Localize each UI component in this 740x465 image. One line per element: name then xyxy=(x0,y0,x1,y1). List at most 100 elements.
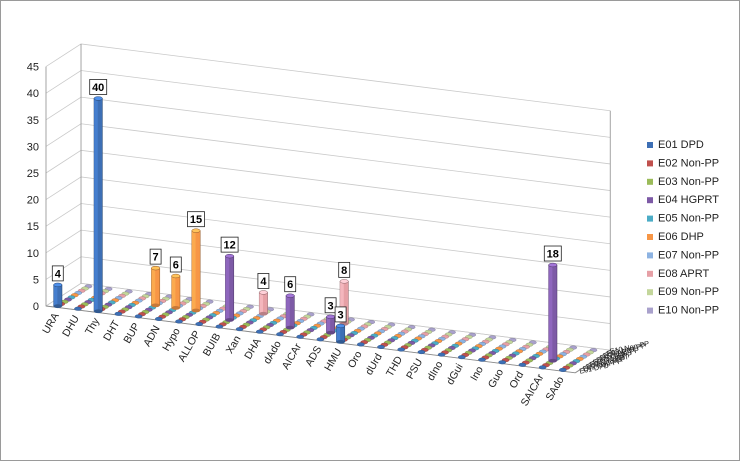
bar-top xyxy=(258,290,268,295)
data-label-text: 4 xyxy=(260,276,267,288)
data-label-adn-5: 6 xyxy=(169,256,182,273)
floor-marker-DHU-0 xyxy=(74,306,82,311)
legend-label: E01 DPD xyxy=(658,139,704,151)
data-label-hypo-5: 15 xyxy=(187,211,205,228)
legend-item-0: E01 DPD xyxy=(647,139,704,151)
data-label-saicar-3: 18 xyxy=(543,245,562,262)
bar-base xyxy=(191,308,201,313)
floor-marker-THD-0 xyxy=(397,347,406,352)
legend-item-6: E07 Non-PP xyxy=(647,249,719,261)
data-label-dado-3: 6 xyxy=(284,276,297,293)
data-label-box xyxy=(149,248,162,265)
floor-marker-BUP-0 xyxy=(134,314,143,319)
legend-item-9: E10 Non-PP xyxy=(647,305,719,317)
data-label-text: 40 xyxy=(92,82,104,94)
y-tick-label: 30 xyxy=(27,141,39,153)
bar-base xyxy=(548,358,557,363)
legend-swatch xyxy=(647,197,653,204)
bar-highlight xyxy=(191,230,196,311)
legend-label: E06 DHP xyxy=(658,231,704,243)
bar-highlight xyxy=(94,98,98,312)
data-label-bup-5: 7 xyxy=(149,248,162,265)
legend-swatch xyxy=(647,307,653,314)
y-tick-label: 10 xyxy=(27,248,39,260)
floor-marker-dIno-0 xyxy=(437,352,446,357)
legend-label: E07 Non-PP xyxy=(658,249,719,261)
y-tick-label: 35 xyxy=(27,115,39,127)
bar-base xyxy=(326,330,335,335)
bar-e08-aprt-ads xyxy=(339,279,349,326)
bar-e04-hgprt-dado xyxy=(285,293,295,330)
y-tick-label: 25 xyxy=(27,168,39,180)
bar-e04-hgprt-ads xyxy=(326,314,336,335)
floor-marker-Oro-0 xyxy=(356,342,365,347)
data-label-text: 15 xyxy=(190,214,202,226)
bar-highlight xyxy=(151,268,156,306)
x-tick-hypo: Hypo xyxy=(160,326,183,353)
bar-top xyxy=(171,273,181,279)
floor-marker-Ord-0 xyxy=(518,362,527,367)
data-label-text: 3 xyxy=(328,300,334,312)
floor-marker-PSU-0 xyxy=(417,350,426,355)
data-label-hmu-0: 3 xyxy=(334,306,347,323)
gridline-35 xyxy=(45,96,611,165)
data-label-text: 12 xyxy=(223,240,235,252)
data-label-box xyxy=(334,306,347,323)
legend-item-3: E04 HGPRT xyxy=(647,194,719,206)
x-tick-xan: Xan xyxy=(224,334,244,356)
bar-top xyxy=(339,279,349,284)
legend-swatch xyxy=(647,142,653,148)
bar-e06-dhp-bup xyxy=(151,265,161,308)
legend-label: E03 Non-PP xyxy=(658,176,719,188)
bar-top xyxy=(326,314,336,319)
floor-marker-dGui-0 xyxy=(457,355,466,360)
legend-swatch xyxy=(647,270,653,277)
bar-top xyxy=(285,293,295,298)
bar-highlight xyxy=(326,316,331,333)
bar-highlight xyxy=(225,256,230,320)
y-tick-label: 0 xyxy=(33,301,39,313)
legend-swatch xyxy=(647,252,653,259)
bar-e01-dpd-thy xyxy=(93,96,103,314)
data-label-text: 18 xyxy=(547,249,559,261)
y-tick-label: 15 xyxy=(27,221,39,233)
bar-top xyxy=(151,265,161,271)
bar-highlight xyxy=(53,284,58,307)
bar-highlight xyxy=(259,292,263,314)
bar-highlight xyxy=(548,265,553,361)
legend-label: E10 Non-PP xyxy=(658,305,719,317)
legend-label: E04 HGPRT xyxy=(658,194,719,206)
legend-item-4: E05 Non-PP xyxy=(647,213,719,225)
x-tick-dht: DHT xyxy=(101,318,122,343)
bar-e01-dpd-hmu xyxy=(336,323,346,344)
legend: E01 DPD E02 Non-PP E03 Non-PP E04 HGPRT E05 … xyxy=(647,139,719,317)
x-tick-guo: Guo xyxy=(486,367,506,390)
legend-label: E02 Non-PP xyxy=(658,157,719,169)
data-label-buib-3: 12 xyxy=(220,236,239,253)
gridline-20 xyxy=(45,176,611,245)
legend-item-1: E02 Non-PP xyxy=(647,157,719,169)
floor-marker-DHA-0 xyxy=(255,329,264,334)
x-tick-bup: BUP xyxy=(121,321,142,346)
bar-top xyxy=(225,253,235,259)
legend-swatch xyxy=(647,215,653,222)
y-tick-label: 45 xyxy=(27,62,39,74)
bar-e06-dhp-hypo xyxy=(191,228,201,313)
data-label-box xyxy=(543,245,562,262)
floor-marker-dUrd-0 xyxy=(377,344,385,349)
legend-label: E09 Non-PP xyxy=(658,286,719,298)
x-tick-adn: ADN xyxy=(141,324,162,349)
legend-swatch xyxy=(647,289,653,296)
bar-base xyxy=(336,339,345,344)
x-tick-ura: URA xyxy=(40,311,61,336)
bar-highlight xyxy=(286,295,290,328)
x-tick-ord: Ord xyxy=(507,369,526,390)
gridline-30 xyxy=(45,123,611,191)
data-label-box xyxy=(169,256,182,273)
x-tick-psu: PSU xyxy=(404,357,425,382)
data-label-text: 4 xyxy=(55,268,62,280)
data-label-thy-0: 40 xyxy=(89,79,108,95)
gridline-25 xyxy=(45,149,611,218)
x-tick-thy: Thy xyxy=(83,315,103,337)
